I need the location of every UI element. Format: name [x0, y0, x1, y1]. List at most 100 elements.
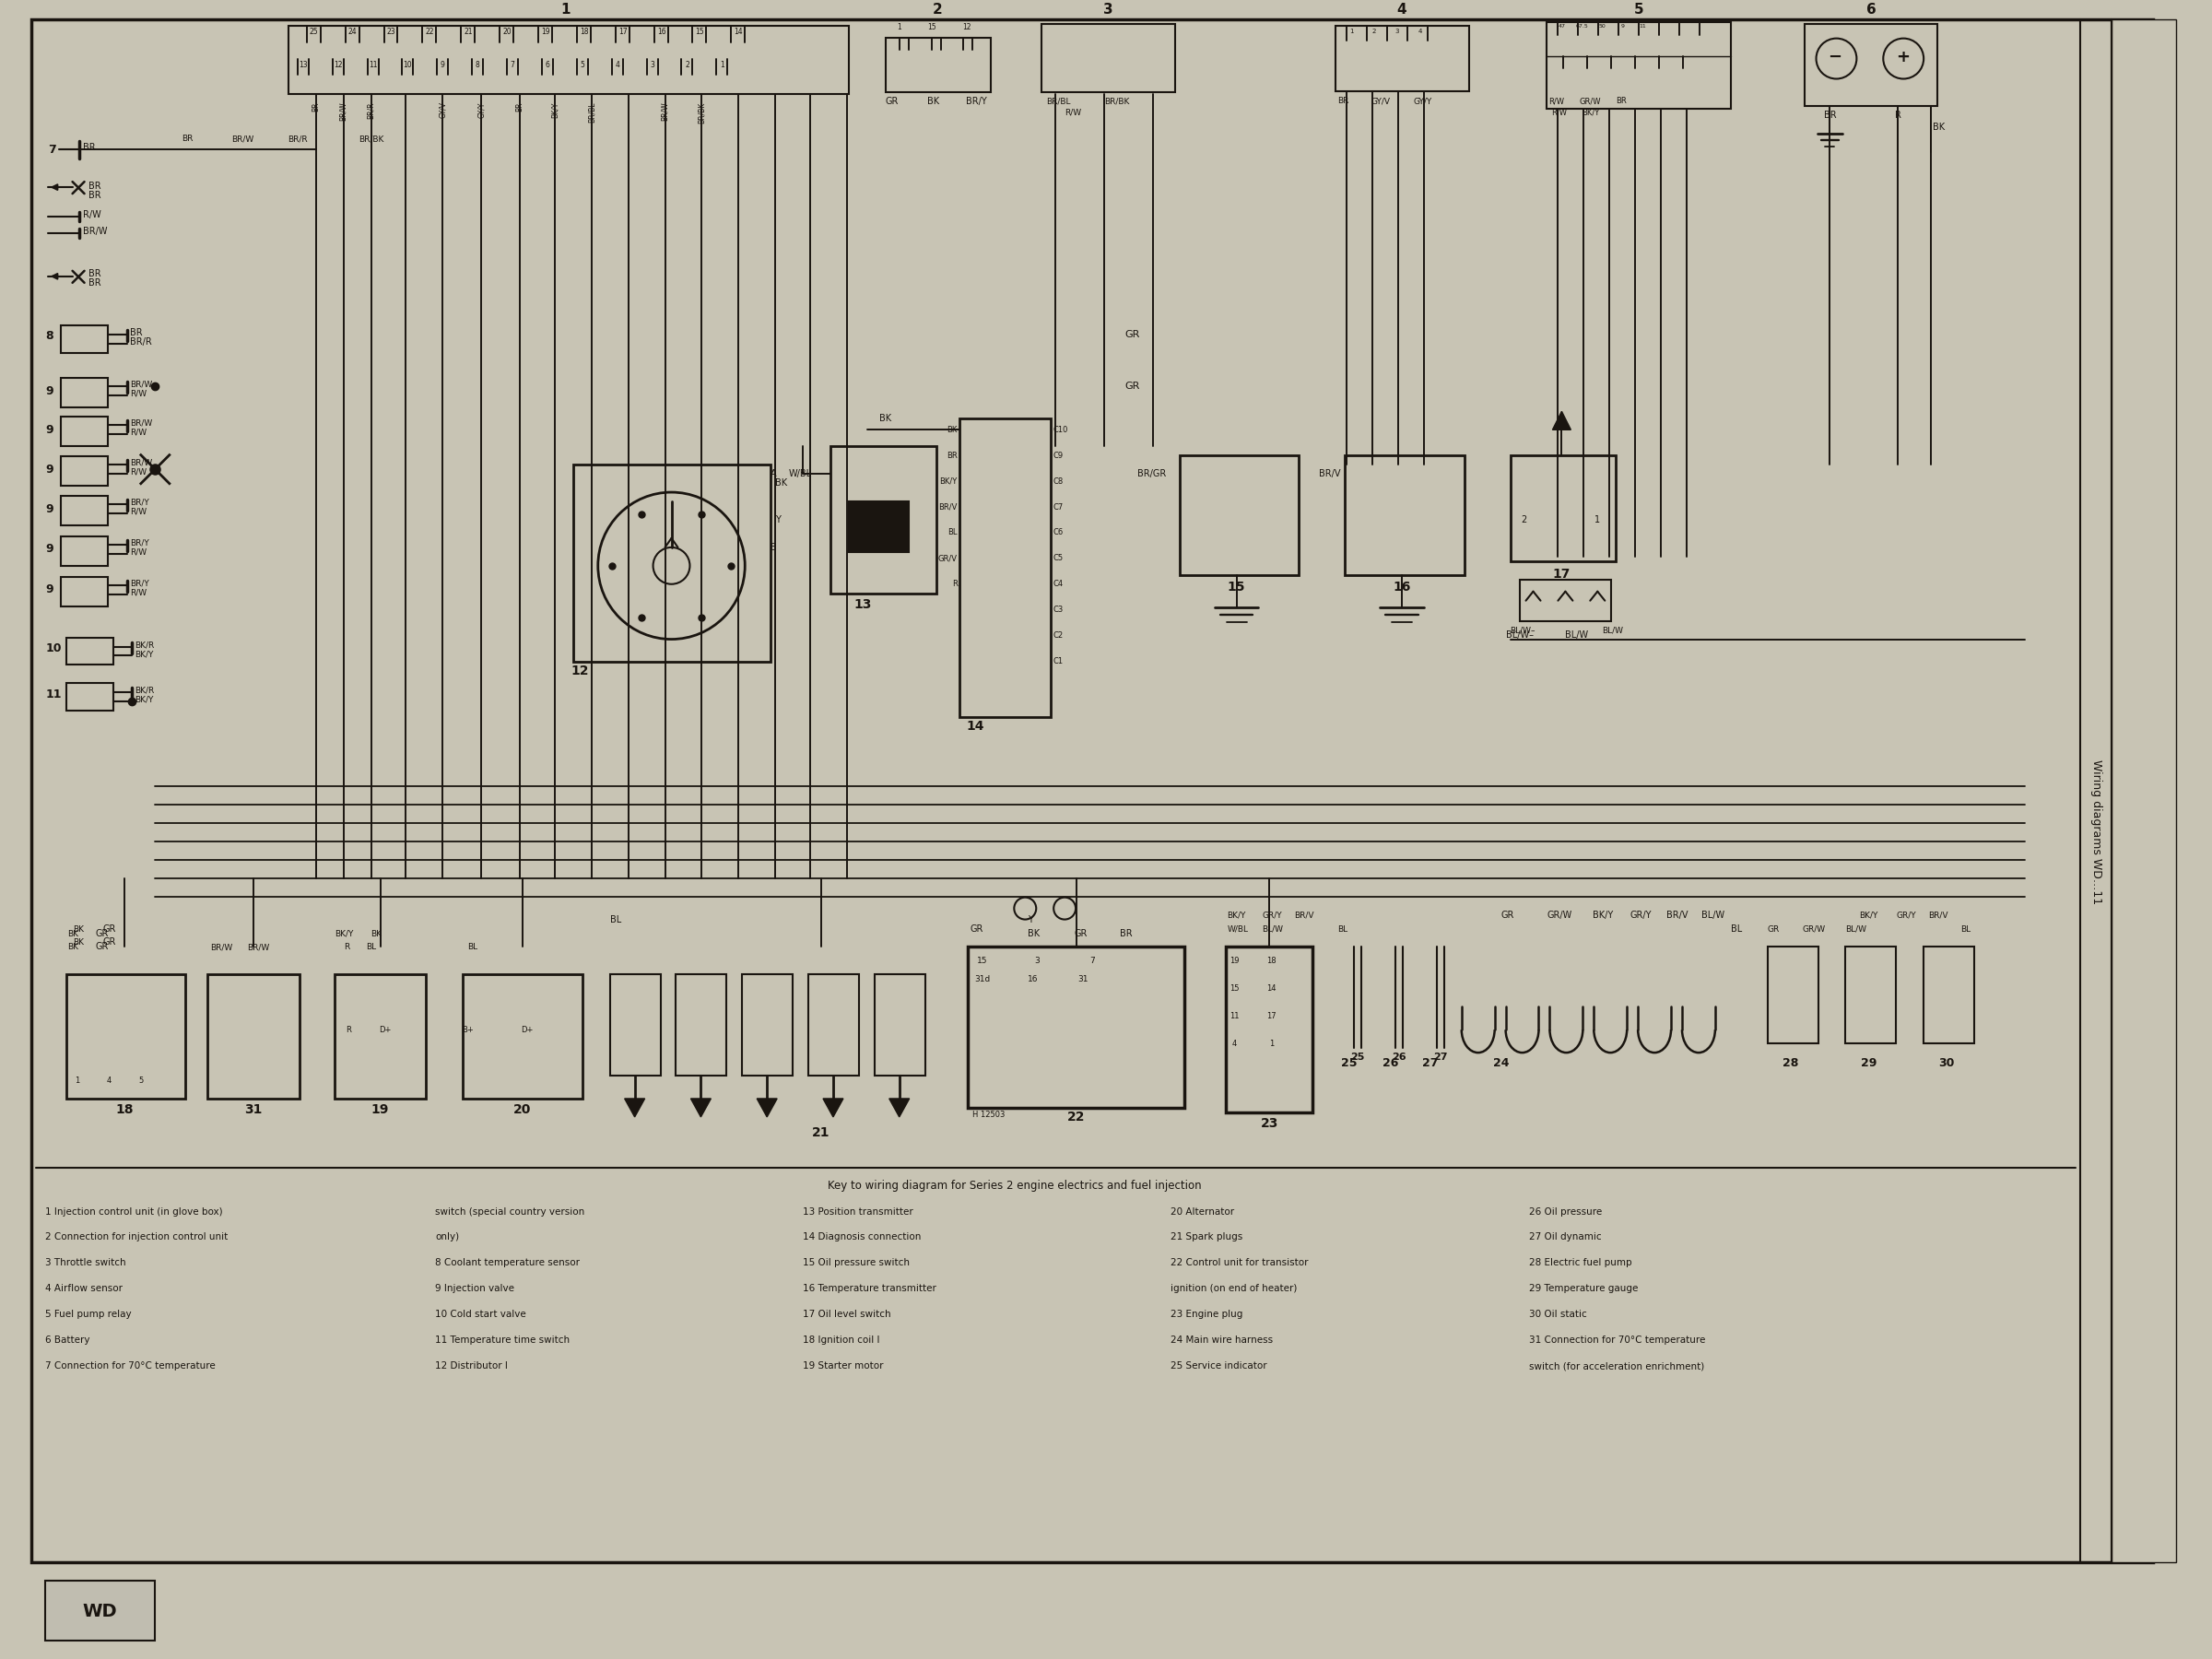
Text: 20: 20 — [513, 1103, 531, 1117]
Text: 22: 22 — [1068, 1110, 1086, 1123]
Text: 4: 4 — [1418, 28, 1422, 33]
Text: 8: 8 — [476, 60, 480, 68]
Text: BK: BK — [947, 426, 958, 435]
Text: BL/W–: BL/W– — [1511, 627, 1535, 635]
Text: 11 Temperature time switch: 11 Temperature time switch — [436, 1335, 571, 1345]
Text: 9: 9 — [46, 542, 53, 556]
Text: C5: C5 — [1053, 554, 1064, 562]
Text: 10: 10 — [46, 642, 62, 654]
Text: R/W: R/W — [1064, 108, 1082, 116]
Text: BK/Y: BK/Y — [551, 101, 560, 118]
Bar — [334, 974, 427, 1098]
Text: GY/Y: GY/Y — [1413, 98, 1433, 106]
Text: 13 Position transmitter: 13 Position transmitter — [803, 1208, 914, 1216]
Bar — [462, 974, 582, 1098]
Text: BL: BL — [467, 944, 478, 952]
Text: 15: 15 — [1230, 984, 1239, 992]
Text: 27 Oil dynamic: 27 Oil dynamic — [1528, 1233, 1601, 1243]
Bar — [1179, 456, 1298, 576]
Text: BR/Y: BR/Y — [131, 579, 150, 587]
Polygon shape — [889, 1098, 909, 1117]
Text: 13: 13 — [299, 60, 307, 68]
Text: GR: GR — [1502, 911, 1515, 919]
Text: BR/W: BR/W — [248, 944, 270, 952]
Text: BK: BK — [880, 415, 891, 423]
Text: 30 Oil static: 30 Oil static — [1528, 1311, 1586, 1319]
Text: 20: 20 — [502, 27, 511, 35]
Text: 21: 21 — [465, 27, 473, 35]
Text: BR/BL: BR/BL — [588, 101, 595, 123]
Text: BK/Y: BK/Y — [1582, 108, 1599, 116]
Bar — [60, 496, 108, 526]
Text: 15: 15 — [927, 23, 936, 32]
Text: 11: 11 — [1230, 1012, 1239, 1020]
Text: R/W: R/W — [131, 390, 146, 398]
Text: R/W: R/W — [131, 508, 146, 516]
Polygon shape — [690, 1098, 710, 1117]
Text: W/BL: W/BL — [1228, 926, 1248, 934]
Text: BR/Y: BR/Y — [131, 539, 150, 547]
Bar — [960, 418, 1051, 717]
Text: 1: 1 — [75, 1077, 80, 1085]
Text: C4: C4 — [1053, 581, 1064, 589]
Text: GR/W: GR/W — [1579, 98, 1601, 106]
Text: BL: BL — [1730, 924, 1743, 934]
Text: BK/Y: BK/Y — [1228, 911, 1245, 919]
Text: 19 Starter motor: 19 Starter motor — [803, 1362, 883, 1370]
Text: BR/V: BR/V — [938, 503, 958, 511]
Text: BK/Y: BK/Y — [1593, 911, 1613, 919]
Bar — [60, 536, 108, 566]
Text: 24: 24 — [1493, 1057, 1509, 1068]
Text: 9: 9 — [1621, 23, 1624, 28]
Text: 19: 19 — [1230, 957, 1239, 966]
Text: 21 Spark plugs: 21 Spark plugs — [1170, 1233, 1243, 1243]
Text: 1: 1 — [719, 60, 723, 68]
Text: BR: BR — [1119, 929, 1133, 937]
Text: 17: 17 — [1267, 1012, 1276, 1020]
Bar — [66, 684, 113, 712]
Text: 15 Oil pressure switch: 15 Oil pressure switch — [803, 1259, 909, 1267]
Text: GR: GR — [1767, 926, 1781, 934]
Text: BR: BR — [88, 182, 100, 191]
Text: 14: 14 — [734, 27, 743, 35]
Bar — [885, 38, 991, 93]
Text: BR/V: BR/V — [1294, 911, 1314, 919]
Text: GR: GR — [95, 929, 108, 937]
Bar — [874, 974, 925, 1075]
Text: 12: 12 — [571, 665, 588, 679]
Bar — [1845, 947, 1896, 1044]
Text: W/BL: W/BL — [790, 469, 812, 478]
Text: R/W: R/W — [131, 468, 146, 476]
Text: 25: 25 — [1340, 1057, 1358, 1068]
Text: GR: GR — [95, 942, 108, 952]
Text: 4 Airflow sensor: 4 Airflow sensor — [44, 1284, 122, 1294]
Text: 3: 3 — [650, 60, 655, 68]
Bar — [1345, 456, 1464, 576]
Text: 23: 23 — [1261, 1117, 1279, 1130]
Text: 11: 11 — [1639, 23, 1646, 28]
Text: 19: 19 — [372, 1103, 389, 1117]
Text: GR: GR — [971, 924, 984, 934]
Text: 25: 25 — [310, 27, 319, 35]
Text: BR/BK: BR/BK — [358, 134, 383, 143]
Text: BR: BR — [131, 328, 144, 337]
Text: 25 Service indicator: 25 Service indicator — [1170, 1362, 1267, 1370]
Text: 15: 15 — [695, 27, 703, 35]
Text: GR/V: GR/V — [938, 554, 958, 562]
Text: BK: BK — [1933, 123, 1944, 133]
Text: GR/W: GR/W — [1546, 911, 1573, 919]
Text: BR: BR — [515, 101, 524, 111]
Text: BR/R: BR/R — [288, 134, 307, 143]
Text: 3: 3 — [1035, 957, 1040, 966]
Text: 9: 9 — [46, 385, 53, 397]
Text: 18: 18 — [115, 1103, 133, 1117]
Text: 4: 4 — [1232, 1039, 1237, 1047]
Text: R/W: R/W — [82, 211, 102, 219]
Text: BK: BK — [372, 929, 383, 937]
Text: BR: BR — [312, 101, 321, 111]
Text: 31 Connection for 70°C temperature: 31 Connection for 70°C temperature — [1528, 1335, 1705, 1345]
Text: BR/R: BR/R — [367, 101, 376, 119]
Text: 7: 7 — [1091, 957, 1095, 966]
Text: BR/W: BR/W — [338, 101, 347, 121]
Text: H 12503: H 12503 — [973, 1110, 1006, 1118]
